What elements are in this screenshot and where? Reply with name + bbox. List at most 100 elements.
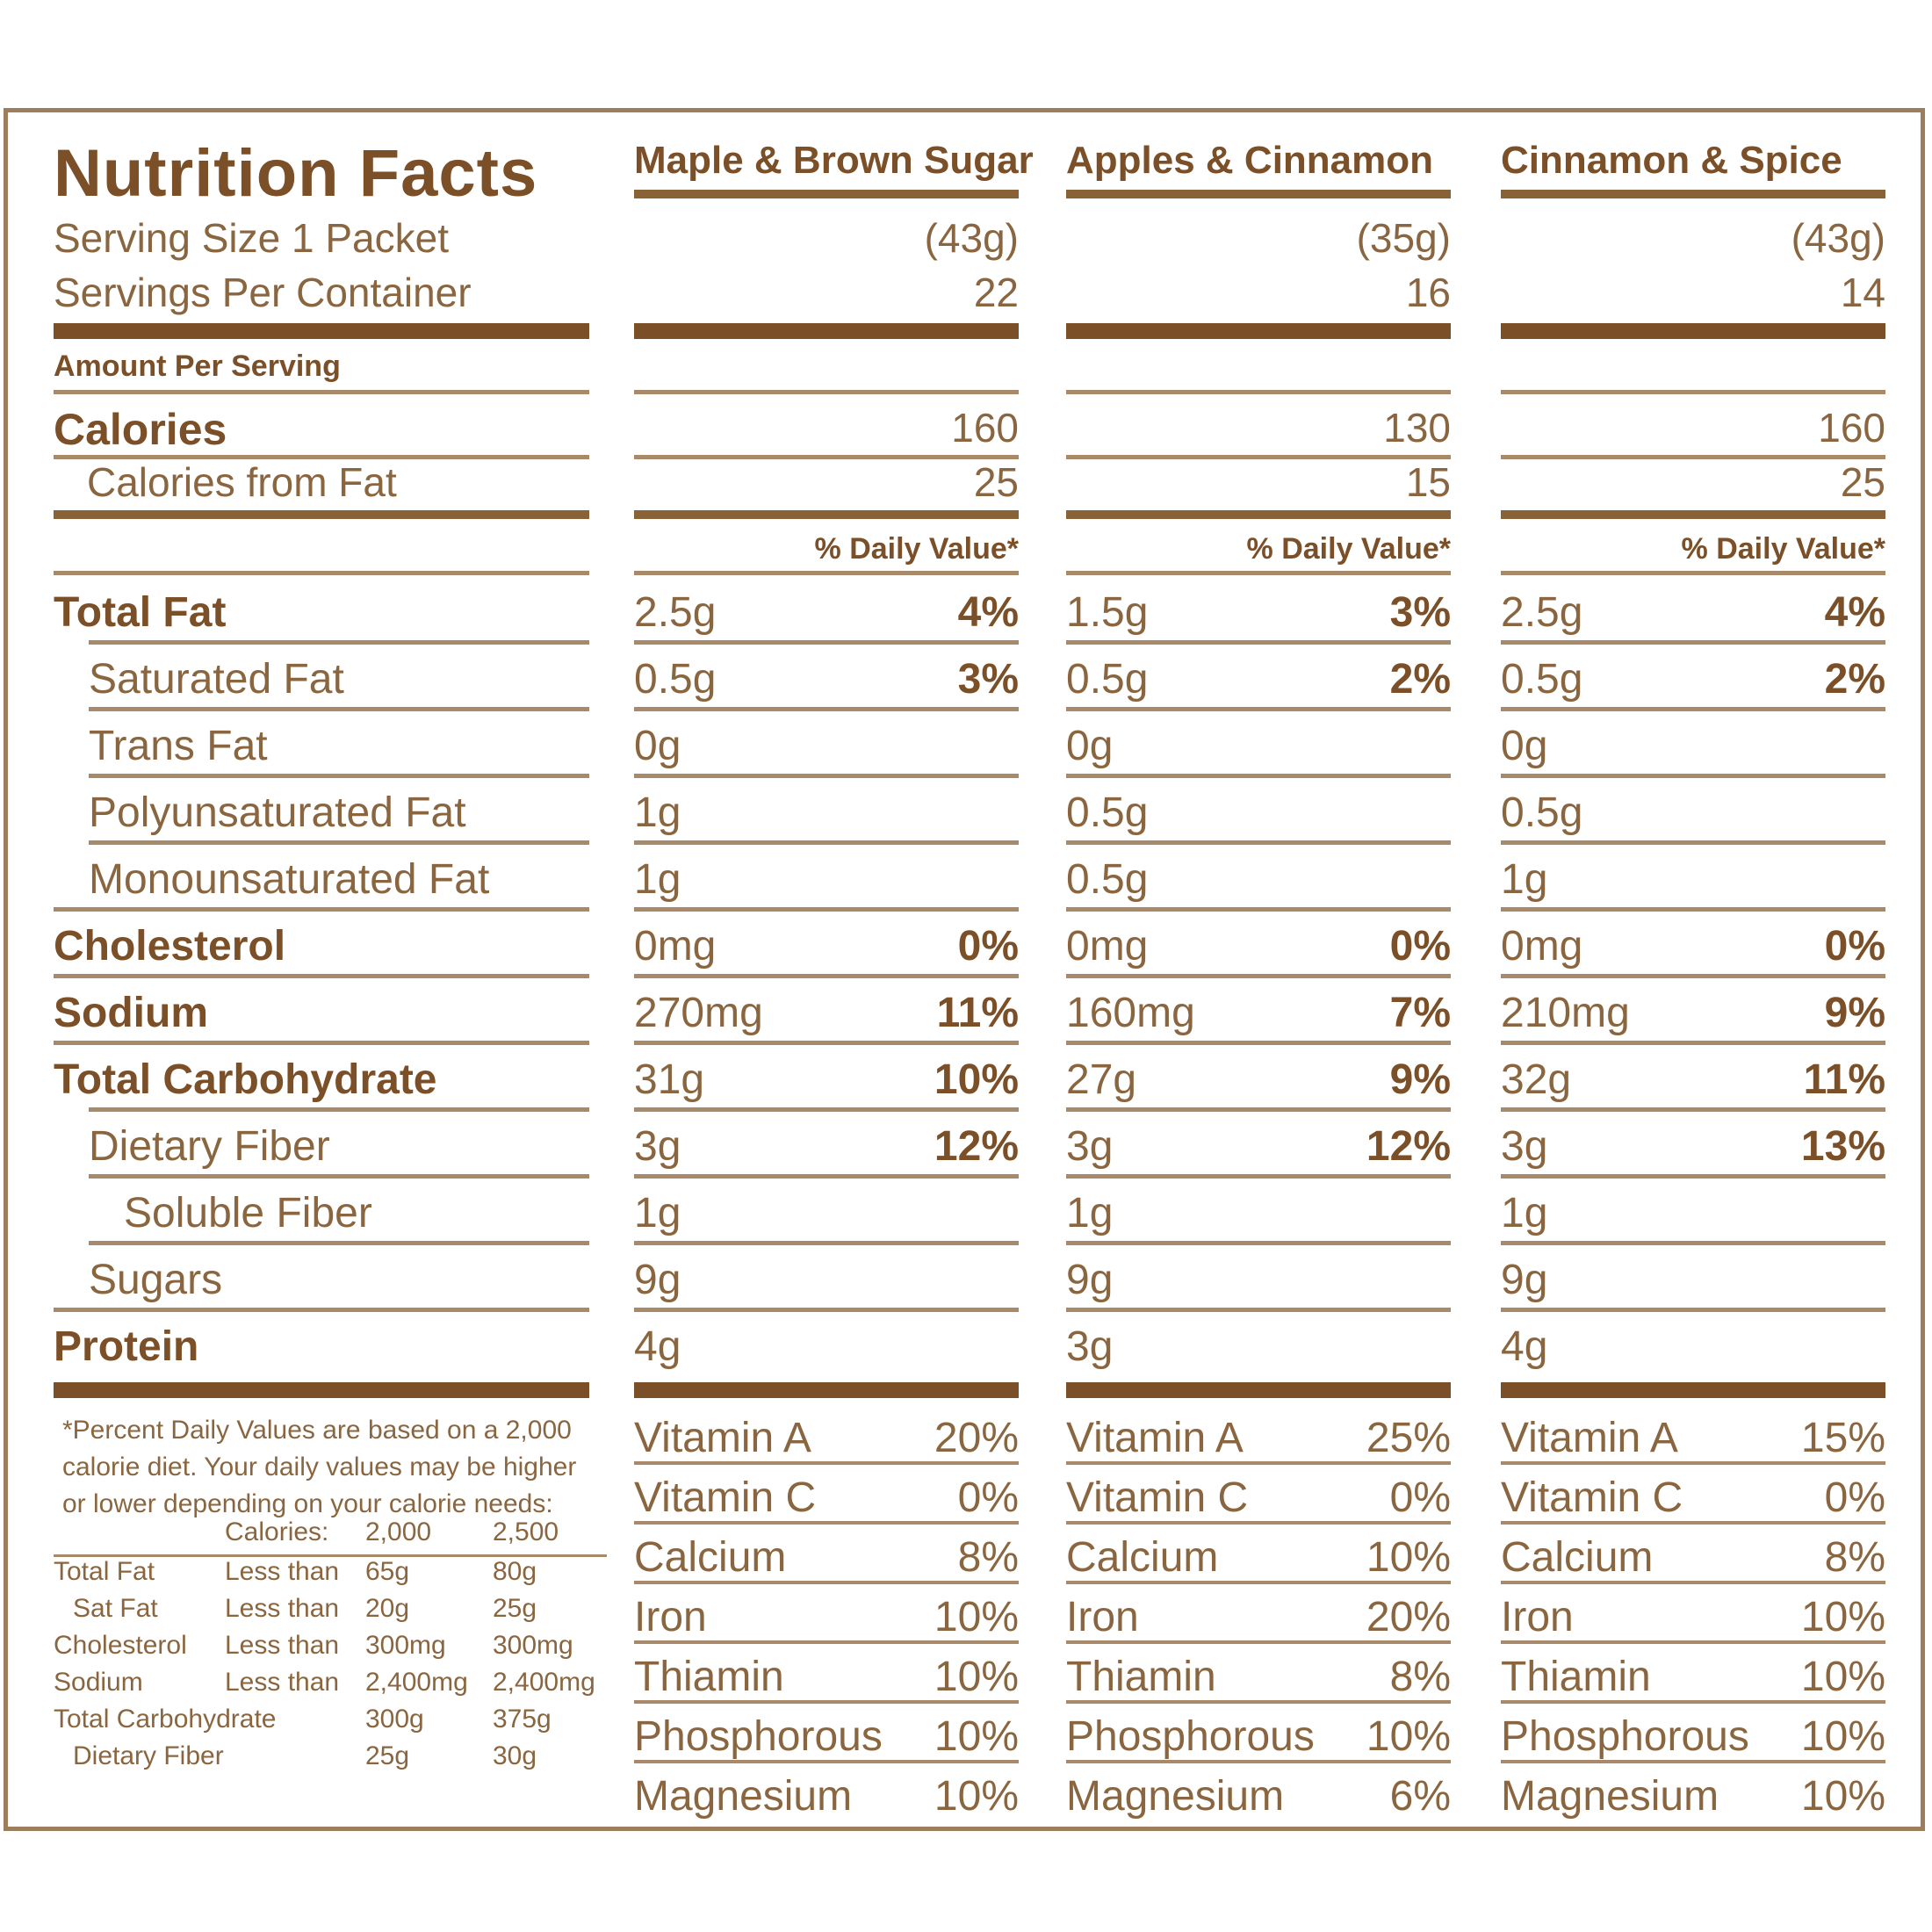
vitamin-name: Thiamin [1066, 1654, 1216, 1700]
calories-label: Calories [54, 405, 227, 454]
dv-table-cell: Total Fat [54, 1557, 155, 1586]
nutrient-amount: 0.5g [1066, 856, 1149, 903]
row-rule [1066, 774, 1451, 778]
vitamin-percent: 8% [957, 1534, 1019, 1581]
nutrient-amount: 4g [634, 1323, 681, 1370]
nutrient-amount: 31g [634, 1056, 705, 1103]
nutrient-value-row: 0.5g [1066, 778, 1451, 845]
row-rule [1501, 907, 1885, 912]
vitamin-percent: 10% [934, 1713, 1019, 1760]
servings-per-container-label: Servings Per Container [54, 270, 472, 315]
nutrient-value-row: 27g 9% [1066, 1045, 1451, 1112]
vitamin-row: Magnesium 10% [1501, 1763, 1885, 1823]
dv-table-cell: 20g [365, 1594, 410, 1623]
nutrient-label-row: Sodium [54, 978, 589, 1045]
vitamin-row: Calcium 8% [634, 1525, 1019, 1584]
vitamin-row: Thiamin 8% [1066, 1644, 1451, 1704]
vitamin-name: Vitamin C [1501, 1474, 1683, 1521]
nutrient-value-row: 0.5g [1501, 778, 1885, 845]
dv-table-header: Calories: 2,000 2,500 [54, 1517, 607, 1557]
vitamin-name: Thiamin [634, 1654, 784, 1700]
nutrient-value-row: 210mg 9% [1501, 978, 1885, 1045]
vitamin-name: Phosphorous [1066, 1713, 1315, 1760]
row-rule [54, 1308, 589, 1312]
nutrient-value-row: 270mg 11% [634, 978, 1019, 1045]
dv-table-cell: Total Carbohydrate [54, 1705, 277, 1734]
vitamin-percent: 10% [1366, 1534, 1451, 1581]
daily-value-header: % Daily Value* [1246, 532, 1451, 566]
nutrient-value-row: 32g 11% [1501, 1045, 1885, 1112]
divider-thick [1066, 323, 1451, 339]
nutrient-value-row: 0mg 0% [634, 912, 1019, 978]
vitamin-name: Iron [634, 1594, 707, 1640]
row-rule [1066, 974, 1451, 978]
calories-from-fat-value: 15 [1405, 459, 1451, 505]
vitamin-name: Iron [1501, 1594, 1574, 1640]
vitamin-percent: 10% [1800, 1594, 1885, 1640]
nutrition-facts-panel: Nutrition Facts Serving Size 1 Packet Se… [4, 108, 1925, 1831]
nutrient-value-row: 0g [634, 711, 1019, 778]
dv-table-cell: 375g [493, 1705, 551, 1734]
vitamin-name: Calcium [1066, 1534, 1219, 1581]
nutrient-label-row: Polyunsaturated Fat [54, 778, 589, 845]
vitamin-percent: 20% [934, 1415, 1019, 1461]
nutrient-amount: 0mg [634, 923, 717, 970]
nutrient-amount: 0.5g [634, 656, 717, 703]
divider-thick [54, 1382, 589, 1398]
divider-medium [1501, 190, 1885, 198]
divider [54, 455, 589, 459]
row-rule [1066, 1241, 1451, 1245]
vitamin-name: Vitamin C [634, 1474, 817, 1521]
vitamin-name: Calcium [634, 1534, 787, 1581]
nutrient-value-row: 1g [1066, 1179, 1451, 1245]
nutrient-value-row: 0.5g [1066, 845, 1451, 912]
divider [1066, 455, 1451, 459]
row-rule [634, 1174, 1019, 1179]
dv-table-header-cell: 2,000 [365, 1517, 432, 1546]
nutrient-value-row: 1.5g 3% [1066, 578, 1451, 645]
nutrient-daily-value: 7% [1389, 990, 1451, 1036]
calories-from-fat-value: 25 [973, 459, 1019, 505]
row-rule [1066, 1640, 1451, 1644]
divider [634, 455, 1019, 459]
row-rule [1501, 1107, 1885, 1112]
nutrient-name: Monounsaturated Fat [89, 856, 490, 903]
nutrient-label-row: Trans Fat [54, 711, 589, 778]
nutrient-amount: 9g [1066, 1257, 1114, 1303]
nutrient-amount: 3g [1501, 1123, 1548, 1170]
footnote: *Percent Daily Values are based on a 2,0… [54, 1412, 607, 1523]
nutrient-daily-value: 10% [934, 1056, 1019, 1103]
nutrient-daily-value: 3% [957, 656, 1019, 703]
nutrient-value-row: 9g [1066, 1245, 1451, 1312]
footnote-text: *Percent Daily Values are based on a 2,0… [62, 1416, 577, 1518]
vitamin-row: Thiamin 10% [634, 1644, 1019, 1704]
nutrient-amount: 0mg [1501, 923, 1583, 970]
row-rule [1066, 640, 1451, 645]
vitamin-percent: 10% [1800, 1654, 1885, 1700]
daily-value-header: % Daily Value* [1681, 532, 1885, 566]
vitamin-name: Magnesium [1066, 1773, 1285, 1820]
amount-per-serving-label: Amount Per Serving [54, 350, 341, 383]
divider-medium [54, 510, 589, 519]
vitamin-percent: 10% [934, 1594, 1019, 1640]
vitamin-percent: 10% [1800, 1773, 1885, 1820]
vitamin-row: Magnesium 10% [634, 1763, 1019, 1823]
row-rule [1066, 1174, 1451, 1179]
nutrient-daily-value: 11% [1803, 1056, 1885, 1103]
nutrient-value-row: 4g [634, 1312, 1019, 1379]
row-rule [1501, 1174, 1885, 1179]
dv-table-cell: Dietary Fiber [73, 1741, 224, 1770]
nutrient-label-row: Monounsaturated Fat [54, 845, 589, 912]
row-rule [1501, 1461, 1885, 1465]
row-rule [1501, 1700, 1885, 1704]
dv-table-cell: 25g [493, 1594, 537, 1623]
vitamin-percent: 0% [1389, 1474, 1451, 1521]
nutrient-amount: 27g [1066, 1056, 1137, 1103]
nutrient-label-row: Sugars [54, 1245, 589, 1312]
nutrient-amount: 270mg [634, 990, 763, 1036]
vitamin-name: Vitamin A [634, 1415, 811, 1461]
nutrient-amount: 3g [1066, 1123, 1114, 1170]
nutrient-amount: 210mg [1501, 990, 1630, 1036]
nutrient-amount: 0.5g [1066, 789, 1149, 836]
row-rule [634, 1760, 1019, 1763]
